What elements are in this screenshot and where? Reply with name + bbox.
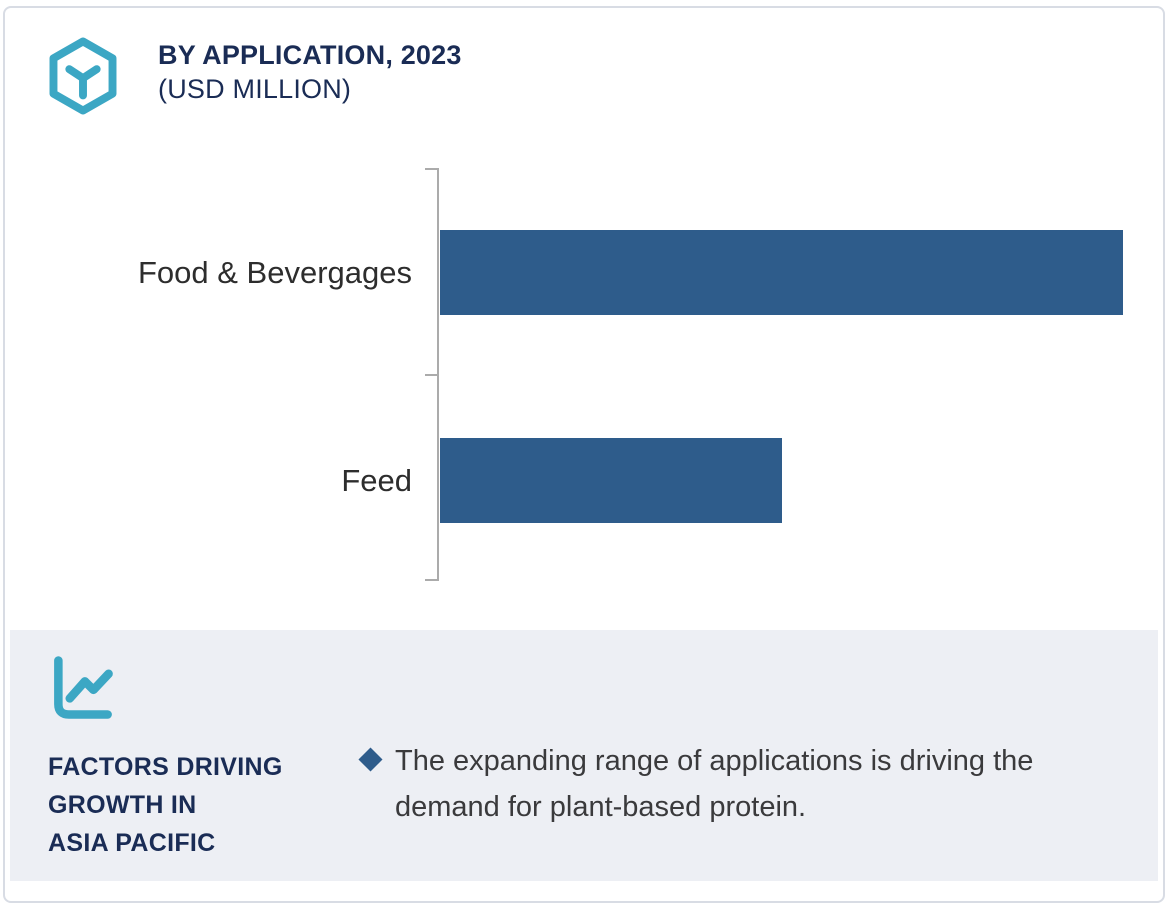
- category-label: Food & Bevergages: [137, 254, 412, 290]
- factors-heading: FACTORS DRIVING GROWTH IN ASIA PACIFIC: [48, 748, 283, 862]
- y-axis-line: [437, 168, 439, 581]
- diamond-bullet-icon: [358, 747, 383, 772]
- axis-tick: [425, 374, 438, 376]
- axis-tick: [425, 168, 438, 170]
- bullet-text: The expanding range of applications is d…: [395, 745, 1034, 823]
- heading-line: GROWTH IN: [48, 791, 197, 819]
- chart-header: BY APPLICATION, 2023 (USD MILLION): [158, 38, 462, 106]
- heading-line: ASIA PACIFIC: [48, 829, 216, 857]
- chart-title: BY APPLICATION, 2023: [158, 40, 462, 70]
- factors-panel: FACTORS DRIVING GROWTH IN ASIA PACIFIC T…: [10, 630, 1158, 881]
- bullet-item: The expanding range of applications is d…: [358, 738, 1118, 830]
- heading-line: FACTORS DRIVING: [48, 753, 283, 781]
- line-chart-icon: [54, 656, 113, 719]
- bar-food-beverages: [440, 230, 1123, 315]
- chart-subtitle: (USD MILLION): [158, 74, 352, 104]
- report-card: BY APPLICATION, 2023 (USD MILLION) Food …: [3, 6, 1165, 903]
- bar-feed: [440, 438, 782, 523]
- category-label: Feed: [341, 462, 412, 498]
- axis-tick: [425, 579, 438, 581]
- plot-area: [440, 168, 1123, 581]
- hexagon-cube-icon: [49, 37, 117, 115]
